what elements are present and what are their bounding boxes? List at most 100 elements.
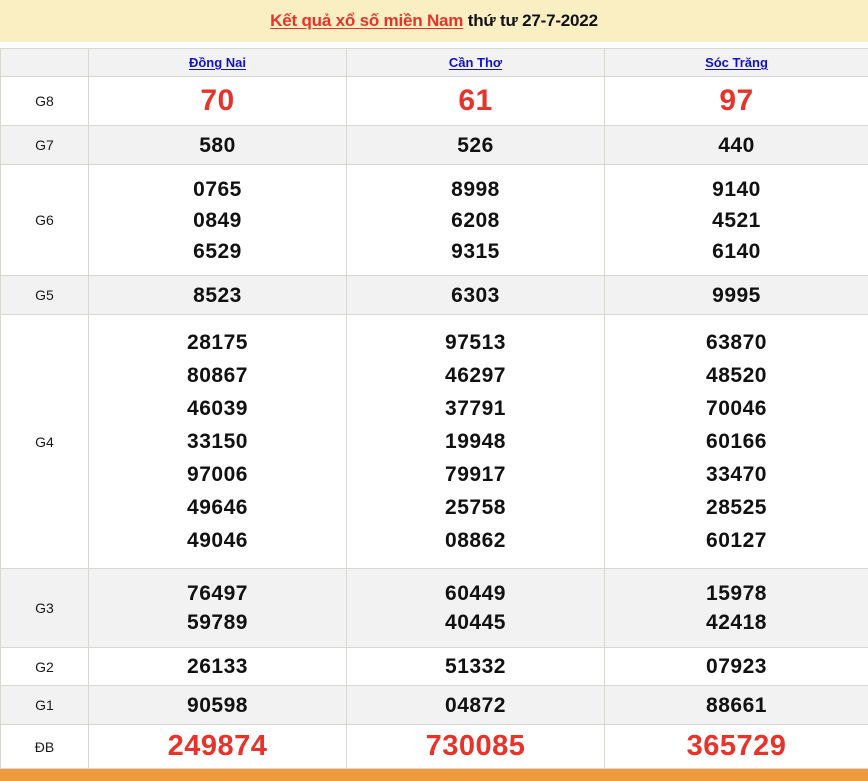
page-title-band: Kết quả xổ số miền Nam thứ tư 27-7-2022 — [0, 0, 868, 42]
table-row-db: ĐB 249874 730085 365729 — [1, 725, 868, 769]
prize-values-g8-can-tho: 61 — [347, 77, 605, 126]
prize-values-g6-dong-nai: 0765 0849 6529 — [89, 165, 347, 276]
number: 04872 — [347, 695, 604, 716]
prize-values-g8-soc-trang: 97 — [605, 77, 868, 126]
number: 48520 — [605, 359, 868, 392]
table-body: G8 70 61 97 G7 580 526 440 G6 0765 0849 … — [1, 77, 868, 769]
table-row-g5: G5 8523 6303 9995 — [1, 276, 868, 315]
column-header-prize — [1, 49, 89, 77]
prize-values-g1-dong-nai: 90598 — [89, 686, 347, 725]
prize-values-g7-dong-nai: 580 — [89, 126, 347, 165]
prize-values-g7-can-tho: 526 — [347, 126, 605, 165]
number: 9315 — [347, 236, 604, 267]
table-row-g6: G6 0765 0849 6529 8998 6208 9315 9140 45… — [1, 165, 868, 276]
number: 63870 — [605, 326, 868, 359]
table-row-g1: G1 90598 04872 88661 — [1, 686, 868, 725]
number: 37791 — [347, 392, 604, 425]
prize-values-db-can-tho: 730085 — [347, 725, 605, 769]
number: 46297 — [347, 359, 604, 392]
number: 61 — [347, 86, 604, 116]
number: 76497 — [89, 579, 346, 608]
number: 08862 — [347, 524, 604, 557]
column-header-can-tho[interactable]: Cần Thơ — [347, 49, 605, 77]
number: 46039 — [89, 392, 346, 425]
prize-values-g5-dong-nai: 8523 — [89, 276, 347, 315]
number: 6208 — [347, 205, 604, 236]
number: 9995 — [605, 285, 868, 306]
prize-values-db-dong-nai: 249874 — [89, 725, 347, 769]
prize-label-g7: G7 — [1, 126, 89, 165]
number: 365729 — [605, 732, 868, 761]
column-header-dong-nai[interactable]: Đồng Nai — [89, 49, 347, 77]
prize-values-g1-can-tho: 04872 — [347, 686, 605, 725]
prize-label-db: ĐB — [1, 725, 89, 769]
number: 28175 — [89, 326, 346, 359]
number: 42418 — [605, 608, 868, 637]
prize-values-db-soc-trang: 365729 — [605, 725, 868, 769]
number: 580 — [89, 135, 346, 156]
number: 70046 — [605, 392, 868, 425]
number: 6303 — [347, 285, 604, 306]
number: 9140 — [605, 174, 868, 205]
number: 4521 — [605, 205, 868, 236]
prize-label-g2: G2 — [1, 648, 89, 686]
number: 730085 — [347, 732, 604, 761]
number: 60127 — [605, 524, 868, 557]
prize-values-g3-can-tho: 60449 40445 — [347, 569, 605, 648]
number: 33470 — [605, 458, 868, 491]
number: 60449 — [347, 579, 604, 608]
number: 49646 — [89, 491, 346, 524]
number: 97 — [605, 86, 868, 116]
number: 90598 — [89, 695, 346, 716]
number: 25758 — [347, 491, 604, 524]
prize-label-g5: G5 — [1, 276, 89, 315]
province-link-soc-trang[interactable]: Sóc Trăng — [705, 55, 768, 70]
number: 59789 — [89, 608, 346, 637]
number: 8523 — [89, 285, 346, 306]
prize-label-g4: G4 — [1, 315, 89, 569]
number: 249874 — [89, 732, 346, 761]
bottom-orange-bar — [0, 769, 868, 781]
prize-label-g1: G1 — [1, 686, 89, 725]
prize-values-g1-soc-trang: 88661 — [605, 686, 868, 725]
number: 07923 — [605, 656, 868, 677]
table-row-g8: G8 70 61 97 — [1, 77, 868, 126]
number: 51332 — [347, 656, 604, 677]
prize-values-g2-dong-nai: 26133 — [89, 648, 347, 686]
table-row-g3: G3 76497 59789 60449 40445 15978 42418 — [1, 569, 868, 648]
number: 49046 — [89, 524, 346, 557]
prize-values-g7-soc-trang: 440 — [605, 126, 868, 165]
number: 28525 — [605, 491, 868, 524]
number: 19948 — [347, 425, 604, 458]
column-header-soc-trang[interactable]: Sóc Trăng — [605, 49, 868, 77]
prize-values-g6-soc-trang: 9140 4521 6140 — [605, 165, 868, 276]
number: 6140 — [605, 236, 868, 267]
number: 97513 — [347, 326, 604, 359]
number: 70 — [89, 86, 346, 116]
table-row-g4: G4 28175 80867 46039 33150 97006 49646 4… — [1, 315, 868, 569]
province-link-can-tho[interactable]: Cần Thơ — [449, 55, 502, 70]
number: 33150 — [89, 425, 346, 458]
prize-label-g6: G6 — [1, 165, 89, 276]
number: 15978 — [605, 579, 868, 608]
number: 79917 — [347, 458, 604, 491]
number: 40445 — [347, 608, 604, 637]
number: 8998 — [347, 174, 604, 205]
prize-values-g2-can-tho: 51332 — [347, 648, 605, 686]
table-row-g7: G7 580 526 440 — [1, 126, 868, 165]
prize-label-g8: G8 — [1, 77, 89, 126]
lottery-results-table: Đồng Nai Cần Thơ Sóc Trăng G8 70 61 97 G… — [0, 48, 868, 769]
table-header-row: Đồng Nai Cần Thơ Sóc Trăng — [1, 49, 868, 77]
number: 0765 — [89, 174, 346, 205]
page-title-highlight: Kết quả xổ số miền Nam — [270, 11, 463, 30]
prize-values-g4-soc-trang: 63870 48520 70046 60166 33470 28525 6012… — [605, 315, 868, 569]
prize-values-g2-soc-trang: 07923 — [605, 648, 868, 686]
table-header: Đồng Nai Cần Thơ Sóc Trăng — [1, 49, 868, 77]
prize-values-g5-can-tho: 6303 — [347, 276, 605, 315]
prize-values-g8-dong-nai: 70 — [89, 77, 347, 126]
province-link-dong-nai[interactable]: Đồng Nai — [189, 55, 246, 70]
number: 60166 — [605, 425, 868, 458]
number: 6529 — [89, 236, 346, 267]
number: 440 — [605, 135, 868, 156]
prize-values-g6-can-tho: 8998 6208 9315 — [347, 165, 605, 276]
